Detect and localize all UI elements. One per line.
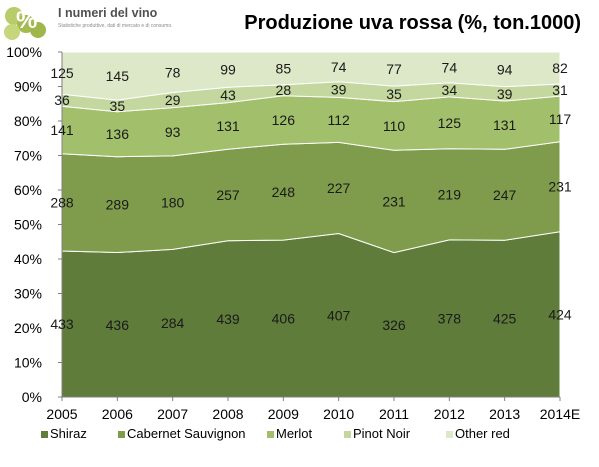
- data-label: 93: [165, 124, 181, 140]
- data-label: 82: [552, 60, 568, 76]
- y-tick-label: 30%: [14, 286, 42, 302]
- data-label: 74: [442, 59, 458, 75]
- y-tick-label: 40%: [14, 251, 42, 267]
- data-label: 406: [272, 311, 296, 327]
- data-label: 78: [165, 64, 181, 80]
- data-label: 288: [50, 194, 74, 210]
- logo: % I numeri del vino Statistiche produtti…: [0, 0, 173, 42]
- data-label: 131: [216, 118, 240, 134]
- legend-swatch: [41, 431, 48, 438]
- legend-item: Other red: [455, 426, 510, 441]
- data-label: 326: [382, 317, 406, 333]
- data-label: 74: [331, 59, 347, 75]
- legend-swatch: [344, 431, 351, 438]
- data-label: 284: [161, 315, 185, 331]
- data-label: 433: [50, 316, 74, 332]
- data-label: 126: [272, 112, 296, 128]
- y-tick-label: 20%: [14, 320, 42, 336]
- grapes-logo-icon: %: [0, 0, 56, 42]
- data-label: 34: [442, 82, 458, 98]
- data-label: 136: [106, 126, 130, 142]
- data-label: 35: [386, 86, 402, 102]
- data-label: 43: [220, 87, 236, 103]
- data-label: 112: [328, 112, 351, 128]
- data-label: 117: [549, 111, 572, 127]
- data-label: 407: [327, 307, 351, 323]
- data-label: 231: [548, 179, 572, 195]
- logo-title: I numeri del vino: [58, 6, 158, 20]
- y-tick-label: 80%: [14, 113, 42, 129]
- area-shiraz: [61, 231, 561, 398]
- data-label: 219: [438, 186, 462, 202]
- x-tick-label: 2006: [102, 406, 133, 422]
- legend-swatch: [118, 431, 125, 438]
- data-label: 39: [497, 86, 513, 102]
- y-tick-label: 100%: [6, 44, 42, 60]
- data-label: 248: [272, 184, 296, 200]
- data-label: 378: [438, 310, 462, 326]
- x-tick-label: 2012: [434, 406, 465, 422]
- area-other-red: [61, 51, 561, 101]
- chart-title: Produzione uva rossa (%, ton.1000): [244, 12, 581, 34]
- legend-swatch: [446, 431, 453, 438]
- data-label: 231: [382, 193, 406, 209]
- legend-item: Merlot: [276, 426, 313, 441]
- data-label: 94: [497, 61, 513, 77]
- data-label: 424: [548, 306, 572, 322]
- legend-swatch: [267, 431, 274, 438]
- x-tick-label: 2010: [323, 406, 354, 422]
- data-label: 85: [276, 60, 292, 76]
- data-label: 31: [552, 82, 568, 98]
- data-label: 145: [106, 68, 130, 84]
- y-tick-label: 90%: [14, 79, 42, 95]
- area-cabernet-sauvignon: [61, 141, 561, 254]
- data-label: 227: [327, 180, 351, 196]
- data-label: 99: [220, 62, 236, 78]
- y-tick-label: 0%: [22, 389, 42, 405]
- legend-item: Pinot Noir: [353, 426, 411, 441]
- data-label: 425: [493, 311, 517, 327]
- data-label: 39: [331, 82, 347, 98]
- data-label: 247: [493, 187, 517, 203]
- data-label: 257: [216, 187, 240, 203]
- data-label: 436: [106, 317, 130, 333]
- legend-item: Shiraz: [50, 426, 87, 441]
- data-label: 439: [216, 311, 240, 327]
- x-tick-label: 2013: [489, 406, 520, 422]
- x-tick-label: 2008: [212, 406, 243, 422]
- data-label: 29: [165, 92, 181, 108]
- x-tick-label: 2014E: [540, 406, 580, 422]
- x-tick-label: 2005: [46, 406, 77, 422]
- y-tick-label: 70%: [14, 148, 42, 164]
- data-label: 35: [110, 98, 126, 114]
- logo-symbol: %: [16, 7, 37, 34]
- data-label: 131: [493, 117, 517, 133]
- data-label: 36: [54, 92, 70, 108]
- logo-subtitle: Statistiche produttive, dati di mercato …: [58, 23, 173, 29]
- x-tick-label: 2009: [268, 406, 299, 422]
- x-tick-label: 2007: [157, 406, 188, 422]
- data-label: 125: [438, 115, 462, 131]
- data-label: 77: [386, 61, 402, 77]
- legend-item: Cabernet Sauvignon: [127, 426, 246, 441]
- x-tick-label: 2011: [379, 406, 409, 422]
- y-tick-label: 50%: [14, 217, 42, 233]
- data-label: 125: [50, 65, 74, 81]
- data-label: 141: [50, 122, 74, 138]
- data-label: 28: [276, 82, 292, 98]
- y-tick-label: 10%: [14, 355, 42, 371]
- data-label: 110: [383, 118, 406, 134]
- data-label: 180: [161, 195, 185, 211]
- y-tick-label: 60%: [14, 182, 42, 198]
- data-label: 289: [106, 197, 130, 213]
